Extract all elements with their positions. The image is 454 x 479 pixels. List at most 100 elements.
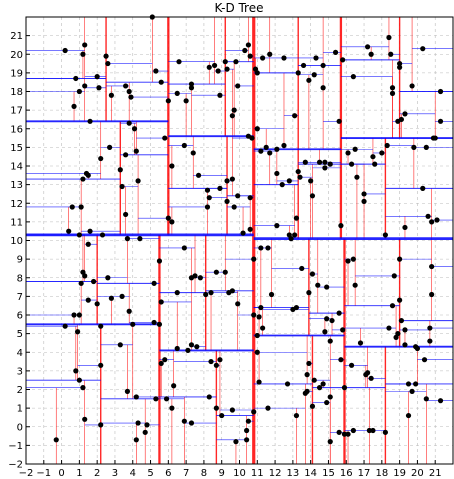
data-point <box>427 325 433 331</box>
x-tick-label: 1 <box>76 468 82 479</box>
y-tick-label: 15 <box>10 143 23 154</box>
data-point <box>82 83 88 89</box>
data-point <box>245 42 251 48</box>
x-tick-label: 13 <box>287 468 300 479</box>
data-point <box>235 301 241 307</box>
y-tick-label: 3 <box>17 366 23 377</box>
data-point <box>286 178 292 184</box>
data-point <box>206 64 212 70</box>
data-point <box>151 280 157 286</box>
data-point <box>309 271 316 277</box>
data-point <box>350 74 356 80</box>
data-point <box>258 245 264 251</box>
data-point <box>395 331 401 337</box>
data-point <box>350 427 356 434</box>
data-point <box>203 291 209 298</box>
data-point <box>437 118 444 124</box>
data-point <box>71 103 77 109</box>
x-tick-label: −1 <box>36 468 51 479</box>
y-tick-label: 4 <box>17 348 23 359</box>
x-tick-label: 10 <box>233 468 246 479</box>
data-point <box>336 310 342 316</box>
data-point <box>267 51 273 57</box>
data-point <box>274 170 280 177</box>
data-point <box>421 357 428 363</box>
data-point <box>354 174 360 180</box>
y-tick-label: −1 <box>8 441 23 452</box>
data-point <box>103 53 109 59</box>
data-point <box>197 275 203 281</box>
data-point <box>76 232 82 238</box>
data-point <box>265 405 271 411</box>
data-point <box>80 51 86 57</box>
data-point <box>281 142 287 149</box>
data-point <box>324 399 330 406</box>
data-point <box>73 75 79 82</box>
data-point <box>176 59 182 65</box>
data-point <box>293 215 300 221</box>
data-point <box>87 118 93 124</box>
data-point <box>231 204 237 210</box>
y-tick-label: 10 <box>10 236 23 247</box>
data-point <box>80 385 86 391</box>
data-point <box>62 323 68 329</box>
data-point <box>405 412 412 419</box>
data-point <box>181 418 187 424</box>
data-point <box>391 273 397 279</box>
data-point <box>224 198 230 204</box>
data-point <box>240 230 246 236</box>
data-point <box>361 191 367 197</box>
data-point <box>365 370 371 376</box>
data-point <box>327 394 333 400</box>
data-point <box>162 357 168 363</box>
data-point <box>82 42 88 48</box>
data-point <box>133 394 139 400</box>
data-point <box>211 62 218 69</box>
data-point <box>366 427 372 434</box>
data-point <box>423 144 429 150</box>
data-point <box>192 273 198 279</box>
data-point <box>117 342 123 348</box>
data-point <box>382 429 388 435</box>
data-point <box>219 412 225 419</box>
data-point <box>185 347 191 353</box>
data-point <box>254 126 260 132</box>
data-point <box>153 68 159 74</box>
data-point <box>156 321 163 327</box>
data-point <box>98 155 104 162</box>
data-point <box>338 223 344 229</box>
data-point <box>295 70 301 76</box>
data-point <box>108 92 114 98</box>
data-point <box>135 420 141 426</box>
data-point <box>306 290 312 296</box>
data-point <box>345 150 351 156</box>
x-axis-ticks: −2 −1 0 1 2 3 4 5 6 7 8 9 10 11 12 13 14 15 16 17 18 19 20 21 <box>19 460 442 479</box>
data-point <box>126 88 132 95</box>
data-point <box>299 265 305 272</box>
data-point <box>208 290 214 296</box>
data-point <box>99 232 106 238</box>
data-point <box>309 193 316 199</box>
data-point <box>247 195 253 201</box>
data-point <box>258 148 264 154</box>
data-point <box>402 342 408 348</box>
data-point <box>229 407 235 413</box>
data-point <box>414 345 421 352</box>
data-point <box>206 394 212 400</box>
data-point <box>244 427 250 434</box>
x-tick-label: 20 <box>411 468 424 479</box>
data-point <box>327 439 333 445</box>
y-tick-label: 5 <box>17 329 23 340</box>
data-point <box>281 55 287 61</box>
data-point <box>126 308 132 314</box>
data-point <box>165 98 171 104</box>
data-point <box>82 416 88 422</box>
x-tick-label: 9 <box>219 468 225 479</box>
data-point <box>208 358 214 365</box>
data-point <box>76 377 82 383</box>
data-point <box>78 280 84 286</box>
data-point <box>402 224 408 231</box>
data-point <box>370 154 376 160</box>
data-point <box>437 88 444 95</box>
